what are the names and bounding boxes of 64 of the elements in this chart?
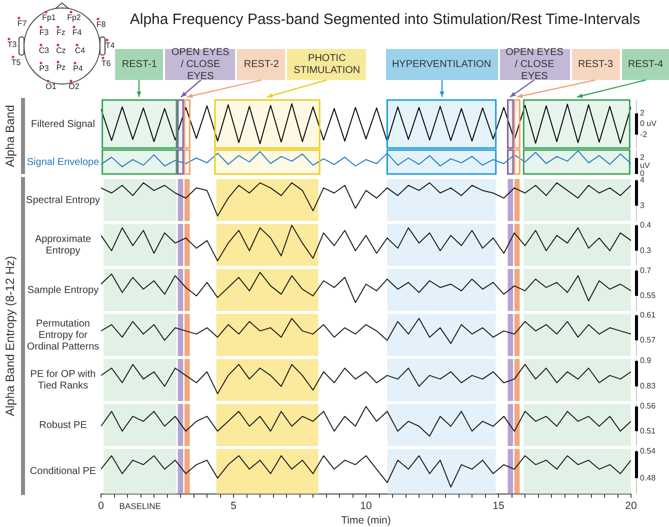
text: O1 — [44, 82, 58, 92]
chart-title: Alpha Frequency Pass-band Segmented into Stimulation/Rest Time-Intervals — [130, 11, 640, 28]
y-axis-title: Spectral Entropy — [26, 194, 100, 206]
y-tick-label: 0.56 — [640, 402, 656, 411]
band-label: OPEN EYES / CLOSE EYES — [500, 46, 570, 82]
y-tick-label: 0.51 — [640, 426, 656, 436]
y-tick-label: 0 uV — [640, 119, 658, 128]
y-axis-title: Signal Envelope — [26, 156, 100, 168]
text: O2 — [68, 82, 80, 92]
band-label: PHOTIC STIMULATION — [287, 49, 366, 80]
y-tick-label: uV — [640, 161, 650, 170]
y-tick-label: 0.48 — [640, 473, 656, 482]
y-tick-label: -2 — [640, 130, 648, 139]
y-axis-title: Sample Entropy — [27, 284, 99, 296]
band-label: REST-1 — [115, 49, 164, 80]
y-tick-label: 0.4 — [640, 220, 652, 230]
text: Fp2 — [66, 13, 82, 23]
text: T5 — [10, 58, 22, 68]
y-tick-label: 0.55 — [640, 291, 656, 300]
text: T6 — [100, 59, 112, 69]
text: Fp1 — [41, 13, 57, 23]
x-tick-label: 10 — [360, 500, 372, 512]
y-axis-title: Conditional PE — [30, 466, 96, 478]
y-axis-title: Permutation Entropy for Ordinal Patterns — [26, 318, 100, 352]
text: Alpha Band Entropy (8-12 Hz) — [3, 256, 17, 416]
y-tick-label: 2 — [640, 108, 645, 118]
band-label: REST-2 — [237, 49, 286, 80]
y-tick-label: 0.57 — [640, 336, 656, 345]
y-axis-title: Approximate Entropy — [34, 234, 92, 256]
y-tick-label: 3 — [640, 200, 645, 210]
text: F8 — [95, 20, 107, 30]
y-tick-label: 0.9 — [640, 356, 652, 366]
band-label: REST-4 — [622, 49, 669, 80]
text: Fz — [56, 28, 66, 38]
y-tick-label: 0.61 — [640, 310, 656, 320]
x-axis-title: Time (min) — [341, 514, 391, 527]
text: Cz — [55, 46, 67, 56]
text: F3 — [38, 28, 50, 38]
y-tick-label: 0.7 — [640, 266, 652, 275]
text: F7 — [16, 19, 28, 29]
x-tick-label: 15 — [492, 500, 504, 512]
text: BASELINE — [119, 501, 162, 512]
y-axis-title: Filtered Signal — [31, 118, 95, 130]
text: Alpha Band — [3, 104, 17, 168]
y-tick-label: 0.3 — [640, 246, 652, 255]
x-tick-label: 0 — [98, 500, 104, 512]
text: T3 — [6, 40, 18, 50]
text: T4 — [104, 41, 116, 51]
band-label: HYPERVENTILATION — [386, 49, 498, 80]
text: C4 — [74, 46, 86, 56]
x-tick-label: 5 — [230, 500, 237, 512]
y-tick-label: 0.83 — [640, 382, 656, 391]
y-tick-label: 0.54 — [640, 446, 656, 456]
band-label: OPEN EYES / CLOSE EYES — [165, 46, 236, 82]
text: P3 — [38, 64, 50, 74]
text: P4 — [72, 64, 84, 74]
text: F4 — [71, 28, 83, 38]
y-tick-label: 2 — [640, 153, 645, 162]
y-axis-title: PE for OP with Tied Ranks — [30, 369, 96, 392]
band-label: REST-3 — [572, 49, 620, 80]
text: C3 — [38, 46, 50, 56]
x-tick-label: 20 — [625, 500, 637, 512]
text: Pz — [55, 63, 67, 73]
y-axis-title: Robust PE — [39, 420, 88, 431]
